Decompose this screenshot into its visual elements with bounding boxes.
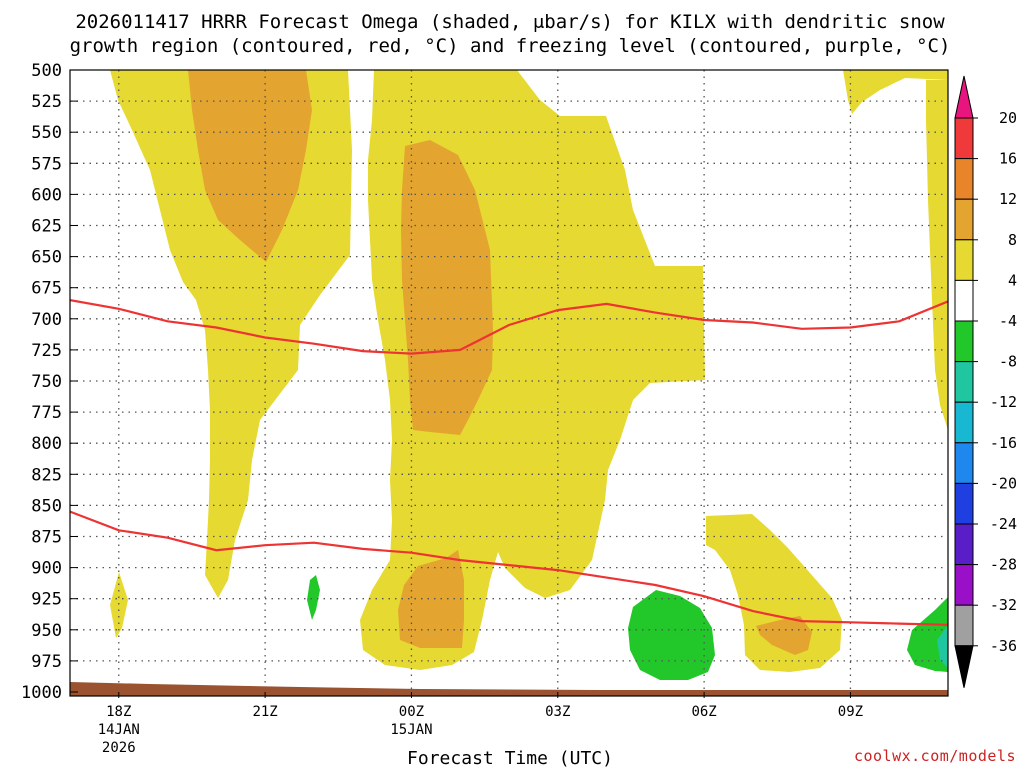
x-tick-date: 15JAN	[390, 722, 432, 738]
colorbar-swatch	[954, 482, 974, 525]
x-tick-label: 09Z	[838, 704, 863, 720]
y-tick-label: 600	[31, 185, 62, 205]
x-tick-label: 00Z	[399, 704, 424, 720]
chart-title-line2: growth region (contoured, red, °C) and f…	[70, 35, 951, 57]
omega-region-neg8to-12	[937, 625, 948, 668]
omega-region-4to8	[843, 70, 948, 114]
y-tick-label: 950	[31, 621, 62, 641]
colorbar-label: -24	[990, 515, 1017, 533]
y-tick-label: 700	[31, 310, 62, 330]
y-tick-label: 975	[31, 652, 62, 672]
y-tick-label: 625	[31, 217, 62, 237]
dgz-bottom-contour	[70, 510, 948, 626]
x-tick-label: 03Z	[545, 704, 570, 720]
dgz-top-contour	[70, 299, 948, 355]
colorbar-swatch	[954, 523, 974, 566]
colorbar-label: -4	[999, 312, 1017, 330]
colorbar-swatch	[954, 158, 974, 200]
y-tick-label: 775	[31, 403, 62, 423]
y-tick-label: 925	[31, 590, 62, 610]
omega-region-4to8	[926, 80, 948, 430]
y-axis: 500 525 550 575 600 625 650 675 700 725 750 775 800 8…	[21, 61, 78, 703]
colorbar-label: 16	[999, 150, 1017, 168]
colorbar-label: -28	[990, 556, 1017, 574]
colorbar-swatch	[954, 198, 974, 241]
y-tick-label: 750	[31, 372, 62, 392]
x-axis-label: Forecast Time (UTC)	[407, 748, 613, 768]
y-tick-label: 825	[31, 465, 62, 485]
y-tick-label: 650	[31, 248, 62, 268]
colorbar-extend-bottom	[954, 645, 974, 688]
colorbar-swatch	[954, 239, 974, 281]
colorbar: 20 16 12 8 4 -4 -8 -12 -16 -20 -24 -28 -32 -36	[954, 75, 1017, 688]
omega-region-8to12	[188, 70, 312, 262]
colorbar-label: -36	[990, 637, 1017, 655]
y-tick-label: 675	[31, 279, 62, 299]
y-tick-label: 500	[31, 61, 62, 81]
y-tick-label: 850	[31, 496, 62, 516]
omega-region-neg4to-8	[307, 575, 320, 620]
colorbar-label: 4	[1008, 271, 1017, 289]
colorbar-swatch	[954, 320, 974, 363]
colorbar-label: -12	[990, 393, 1017, 411]
y-tick-label: 900	[31, 559, 62, 579]
y-tick-label: 725	[31, 341, 62, 361]
colorbar-label: 8	[1008, 231, 1017, 249]
colorbar-swatch	[954, 442, 974, 484]
omega-region-4to8	[110, 572, 128, 638]
omega-region-8to12	[756, 616, 812, 655]
colorbar-swatch	[954, 117, 974, 160]
x-tick-label: 21Z	[252, 704, 277, 720]
chart-title-line1: 2026011417 HRRR Forecast Omega (shaded, …	[75, 11, 945, 33]
colorbar-label: -8	[999, 353, 1017, 371]
colorbar-label: -32	[990, 596, 1017, 614]
y-tick-label: 525	[31, 92, 62, 112]
x-tick-label: 18Z	[106, 704, 131, 720]
x-tick-label: 06Z	[691, 704, 716, 720]
terrain-surface	[70, 682, 948, 696]
colorbar-swatch	[954, 401, 974, 444]
colorbar-label: -16	[990, 434, 1017, 452]
omega-region-neg4to-8	[628, 590, 715, 680]
colorbar-swatch	[954, 279, 974, 322]
colorbar-label: 12	[999, 190, 1017, 208]
y-tick-label: 875	[31, 528, 62, 548]
x-axis: 18Z 14JAN 2026 21Z 00Z 15JAN 03Z 06Z 09Z	[98, 692, 863, 756]
x-tick-date: 14JAN	[98, 722, 140, 738]
credit-text: coolwx.com/models	[854, 747, 1016, 765]
y-tick-label: 575	[31, 154, 62, 174]
y-tick-label: 800	[31, 434, 62, 454]
colorbar-swatch	[954, 564, 974, 606]
colorbar-swatch	[954, 361, 974, 403]
colorbar-label: 20	[999, 109, 1017, 127]
y-tick-label: 1000	[21, 683, 62, 703]
omega-region-8to12	[398, 550, 464, 648]
colorbar-swatch	[954, 604, 974, 647]
y-tick-label: 550	[31, 123, 62, 143]
x-tick-year: 2026	[102, 740, 136, 756]
colorbar-extend-top	[954, 75, 974, 119]
omega-region-neg4to-8	[907, 597, 948, 672]
plot-frame	[69, 69, 949, 697]
colorbar-label: -20	[990, 474, 1017, 492]
